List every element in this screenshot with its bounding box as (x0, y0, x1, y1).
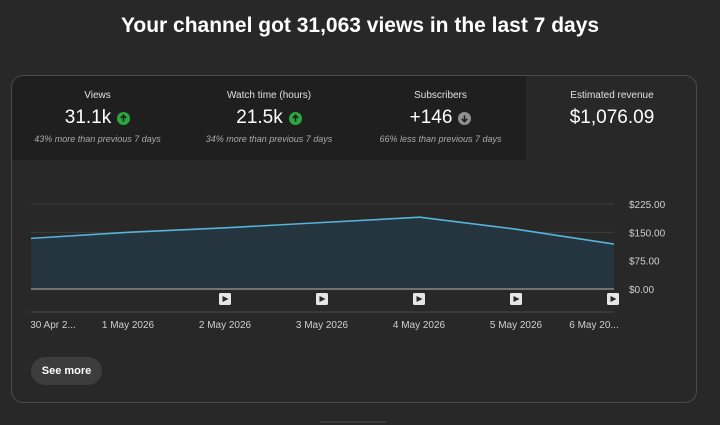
x-tick-label: 1 May 2026 (102, 320, 155, 331)
tab-label: Views (84, 90, 111, 101)
arrow-up-icon (288, 111, 302, 125)
x-tick-label: 4 May 2026 (393, 320, 446, 331)
tab-comparison: 43% more than previous 7 days (34, 134, 161, 144)
x-tick-label: 5 May 2026 (490, 320, 543, 331)
tab-value: $1,076.09 (569, 107, 655, 128)
x-tick-label: 2 May 2026 (199, 320, 252, 331)
video-play-icon (416, 296, 423, 302)
x-tick-label: 30 Apr 2... (30, 320, 76, 331)
revenue-chart: $225.00 $150.00 $75.00 $0.00 30 Apr 2... 1 Ma… (30, 200, 666, 331)
x-tick-label: 3 May 2026 (296, 320, 349, 331)
tab-value: 21.5k (236, 107, 283, 128)
y-tick-label: $0.00 (629, 285, 654, 296)
tab-comparison: 34% more than previous 7 days (205, 134, 333, 144)
metric-tabs: Views 31.1k 43% more than previous 7 day… (12, 76, 696, 160)
tab-value: 31.1k (64, 107, 112, 128)
arrow-down-icon (458, 111, 472, 125)
analytics-card: Views 31.1k 43% more than previous 7 day… (11, 75, 697, 403)
video-play-icon (513, 296, 520, 302)
tab-label: Estimated revenue (570, 90, 654, 101)
tab-watch-time[interactable]: Watch time (hours) 21.5k 34% more than p… (183, 76, 355, 160)
page-title: Your channel got 31,063 views in the las… (120, 14, 600, 37)
y-tick-label: $150.00 (629, 228, 666, 239)
tab-label: Subscribers (414, 90, 467, 101)
tab-value: +146 (409, 107, 453, 128)
video-play-icon (319, 296, 326, 302)
series-area (31, 217, 614, 289)
divider (320, 421, 386, 423)
y-tick-label: $75.00 (629, 257, 660, 268)
y-tick-label: $225.00 (629, 200, 666, 211)
x-tick-label: 6 May 20... (569, 320, 618, 331)
tab-label: Watch time (hours) (226, 90, 312, 101)
tab-subscribers[interactable]: Subscribers +146 66% less than previous … (355, 76, 526, 160)
tab-comparison: 66% less than previous 7 days (379, 134, 502, 144)
video-play-icon (222, 296, 229, 302)
video-play-icon (610, 296, 617, 302)
tab-estimated-revenue[interactable]: Estimated revenue $1,076.09 (526, 76, 696, 160)
arrow-up-icon (117, 111, 131, 125)
see-more-button[interactable]: See more (31, 357, 102, 385)
tab-views[interactable]: Views 31.1k 43% more than previous 7 day… (12, 76, 183, 160)
